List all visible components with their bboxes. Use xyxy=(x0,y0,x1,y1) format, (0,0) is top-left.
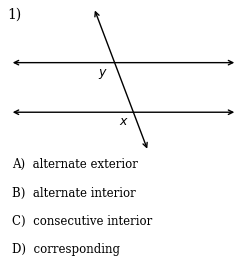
Text: D)  corresponding: D) corresponding xyxy=(12,243,120,256)
Text: A)  alternate exterior: A) alternate exterior xyxy=(12,158,138,171)
Text: $y$: $y$ xyxy=(98,67,107,81)
Text: 1): 1) xyxy=(7,8,22,22)
Text: $x$: $x$ xyxy=(119,115,128,128)
Text: C)  consecutive interior: C) consecutive interior xyxy=(12,215,153,228)
Text: B)  alternate interior: B) alternate interior xyxy=(12,187,136,200)
